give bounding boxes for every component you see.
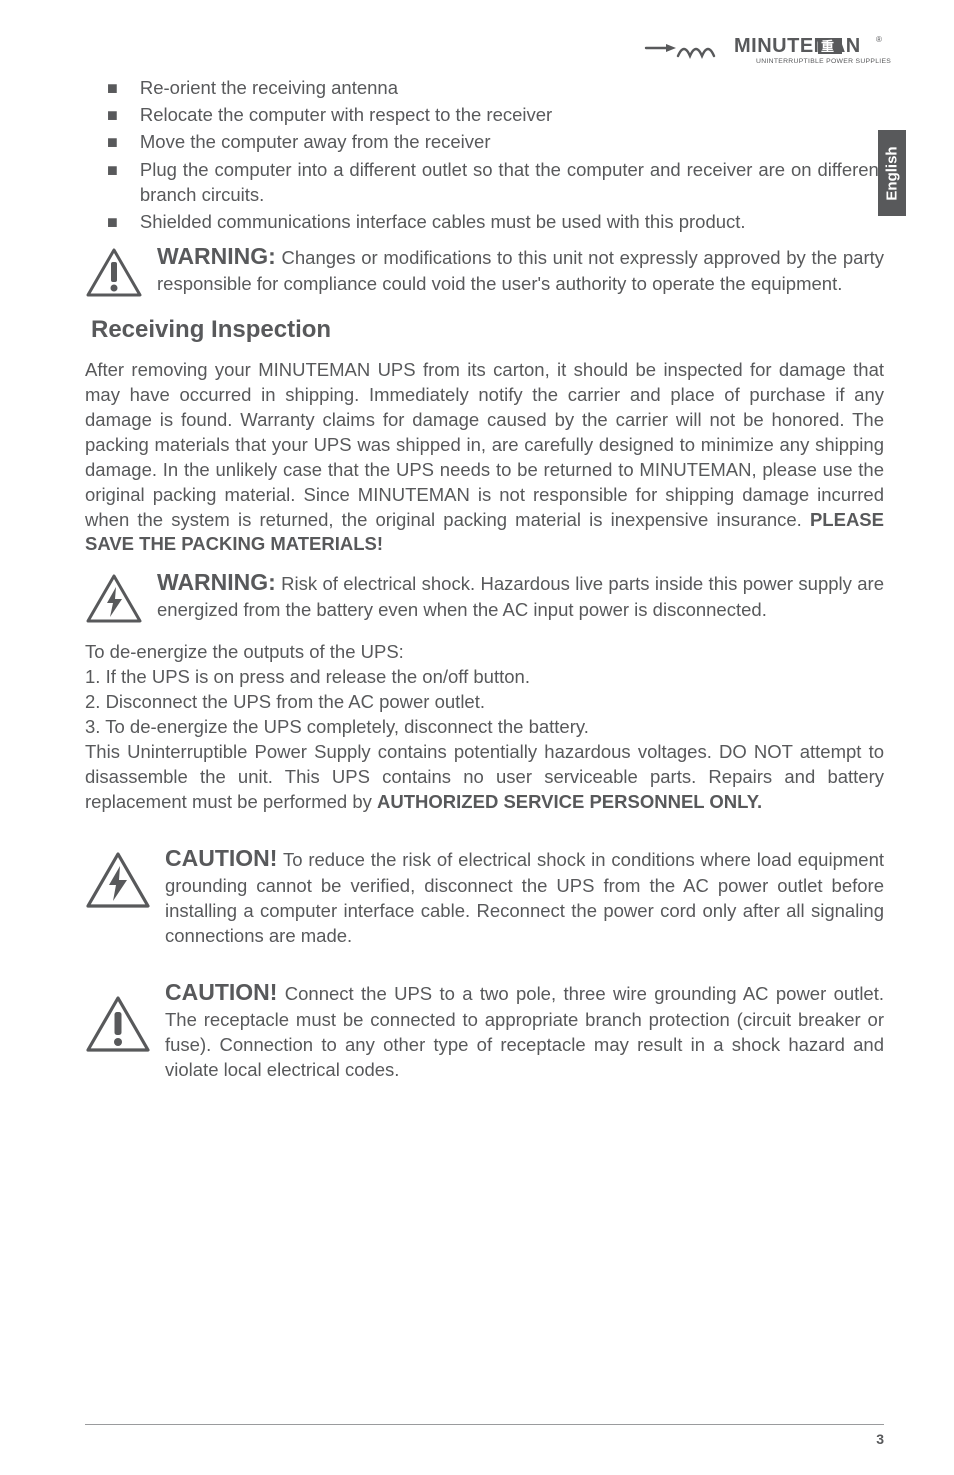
- bullet-square-icon: ■: [107, 130, 118, 155]
- svg-text:UNINTERRUPTIBLE POWER SUPPLIES: UNINTERRUPTIBLE POWER SUPPLIES: [756, 58, 891, 65]
- caution-exclam-triangle-icon: [85, 995, 151, 1060]
- caution-block: CAUTION! Connect the UPS to a two pole, …: [85, 977, 884, 1083]
- svg-text:重: 重: [821, 39, 834, 54]
- caution-text: CAUTION! Connect the UPS to a two pole, …: [165, 977, 884, 1083]
- bullet-list: ■ Re-orient the receiving antenna ■ Reloca…: [107, 76, 884, 235]
- bullet-item: ■ Re-orient the receiving antenna: [107, 76, 884, 101]
- warning-exclam-triangle-icon: [85, 247, 143, 304]
- warning-block: WARNING: Changes or modifications to thi…: [85, 241, 884, 304]
- caution-lead: CAUTION!: [165, 845, 277, 871]
- bullet-square-icon: ■: [107, 210, 118, 235]
- page-number: 3: [876, 1431, 884, 1447]
- paragraph: This Uninterruptible Power Supply contai…: [85, 740, 884, 815]
- bullet-text: Plug the computer into a different outle…: [140, 158, 884, 208]
- paragraph-bold: AUTHORIZED SERVICE PERSONNEL ONLY.: [377, 791, 762, 812]
- steps-intro: To de-energize the outputs of the UPS:: [85, 640, 884, 665]
- language-tab-label: English: [884, 146, 901, 200]
- brand-logo: MINUTEMAN ® 重 UNINTERRUPTIBLE POWER SUPP…: [85, 30, 894, 68]
- bullet-square-icon: ■: [107, 158, 118, 183]
- step-item: 3. To de-energize the UPS completely, di…: [85, 715, 884, 740]
- language-tab: English: [878, 130, 906, 216]
- warning-bolt-triangle-icon: [85, 573, 143, 630]
- bullet-item: ■ Relocate the computer with respect to t…: [107, 103, 884, 128]
- paragraph-text: After removing your MINUTEMAN UPS from i…: [85, 359, 884, 530]
- bullet-item: ■ Shielded communications interface cable…: [107, 210, 884, 235]
- bullet-text: Shielded communications interface cables…: [140, 210, 884, 235]
- bullet-text: Relocate the computer with respect to th…: [140, 103, 884, 128]
- warning-text: WARNING: Changes or modifications to thi…: [157, 241, 884, 297]
- footer-rule: [85, 1424, 884, 1425]
- warning-block: WARNING: Risk of electrical shock. Hazar…: [85, 567, 884, 630]
- bullet-text: Move the computer away from the receiver: [140, 130, 884, 155]
- bullet-item: ■ Move the computer away from the receive…: [107, 130, 884, 155]
- svg-text:®: ®: [876, 35, 882, 44]
- warning-text: WARNING: Risk of electrical shock. Hazar…: [157, 567, 884, 623]
- bullet-square-icon: ■: [107, 76, 118, 101]
- caution-bolt-triangle-icon: [85, 851, 151, 916]
- bullet-item: ■ Plug the computer into a different outl…: [107, 158, 884, 208]
- paragraph: After removing your MINUTEMAN UPS from i…: [85, 358, 884, 558]
- step-item: 1. If the UPS is on press and release th…: [85, 665, 884, 690]
- caution-text: CAUTION! To reduce the risk of electrica…: [165, 843, 884, 949]
- warning-lead: WARNING:: [157, 243, 276, 269]
- steps-block: To de-energize the outputs of the UPS: 1…: [85, 640, 884, 740]
- section-title: Receiving Inspection: [91, 316, 884, 344]
- step-item: 2. Disconnect the UPS from the AC power …: [85, 690, 884, 715]
- bullet-text: Re-orient the receiving antenna: [140, 76, 884, 101]
- caution-lead: CAUTION!: [165, 979, 277, 1005]
- caution-block: CAUTION! To reduce the risk of electrica…: [85, 843, 884, 949]
- bullet-square-icon: ■: [107, 103, 118, 128]
- warning-lead: WARNING:: [157, 569, 276, 595]
